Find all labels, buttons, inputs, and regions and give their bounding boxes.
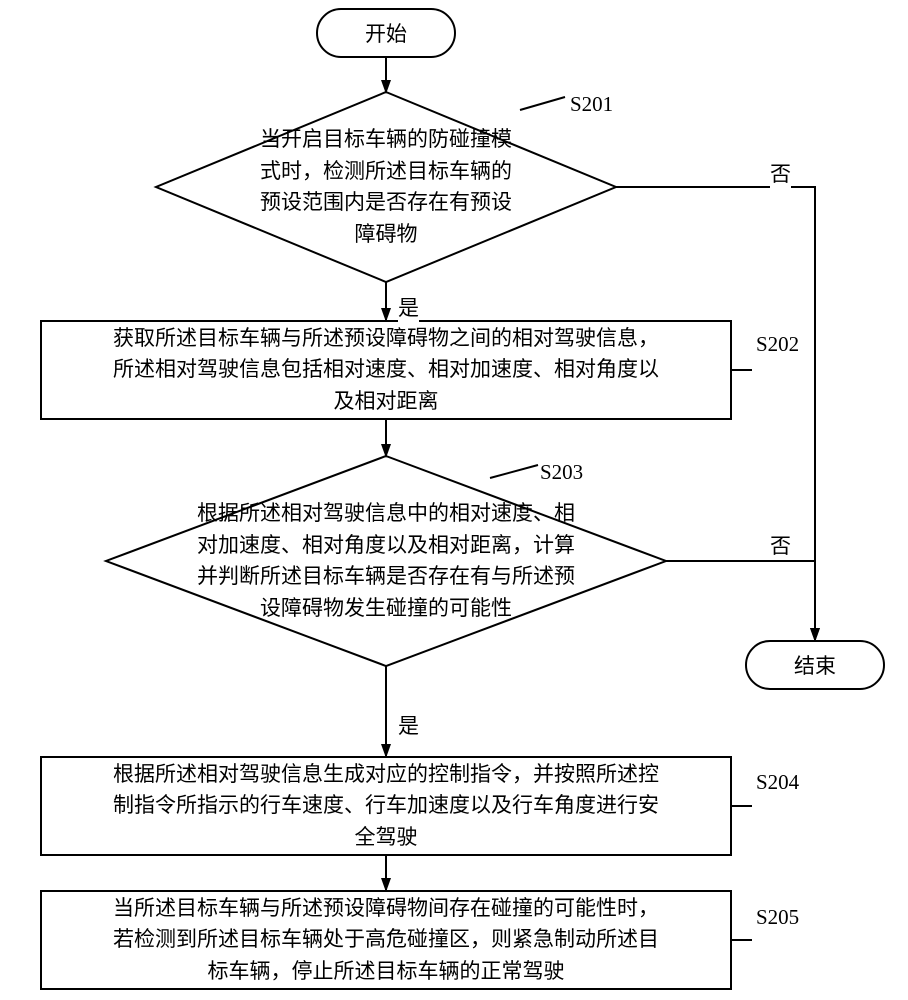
flowchart-node-s201: 当开启目标车辆的防碰撞模式时，检测所述目标车辆的预设范围内是否存在有预设障碍物 — [156, 92, 616, 282]
step-label-s204: S204 — [756, 770, 799, 795]
flowchart-node-text-s201: 当开启目标车辆的防碰撞模式时，检测所述目标车辆的预设范围内是否存在有预设障碍物 — [156, 92, 616, 282]
step-label-s205: S205 — [756, 905, 799, 930]
flowchart-node-s203: 根据所述相对驾驶信息中的相对速度、相对加速度、相对角度以及相对距离，计算并判断所… — [106, 456, 666, 666]
branch-label-s203_no: 否 — [770, 530, 791, 560]
flowchart-node-text-s203: 根据所述相对驾驶信息中的相对速度、相对加速度、相对角度以及相对距离，计算并判断所… — [106, 456, 666, 666]
flowchart-canvas: 开始当开启目标车辆的防碰撞模式时，检测所述目标车辆的预设范围内是否存在有预设障碍… — [0, 0, 908, 1000]
branch-label-s201_yes: 是 — [398, 292, 419, 322]
step-label-s203: S203 — [540, 460, 583, 485]
branch-label-s203_yes: 是 — [398, 710, 419, 740]
flowchart-node-s204: 根据所述相对驾驶信息生成对应的控制指令，并按照所述控制指令所指示的行车速度、行车… — [40, 756, 732, 856]
step-label-s201: S201 — [570, 92, 613, 117]
flowchart-node-s202: 获取所述目标车辆与所述预设障碍物之间的相对驾驶信息，所述相对驾驶信息包括相对速度… — [40, 320, 732, 420]
flowchart-node-end: 结束 — [745, 640, 885, 690]
branch-label-s201_no: 否 — [770, 158, 791, 188]
step-label-s202: S202 — [756, 332, 799, 357]
flowchart-node-s205: 当所述目标车辆与所述预设障碍物间存在碰撞的可能性时，若检测到所述目标车辆处于高危… — [40, 890, 732, 990]
edge-s203_right_no — [666, 561, 815, 640]
flowchart-node-start: 开始 — [316, 8, 456, 58]
